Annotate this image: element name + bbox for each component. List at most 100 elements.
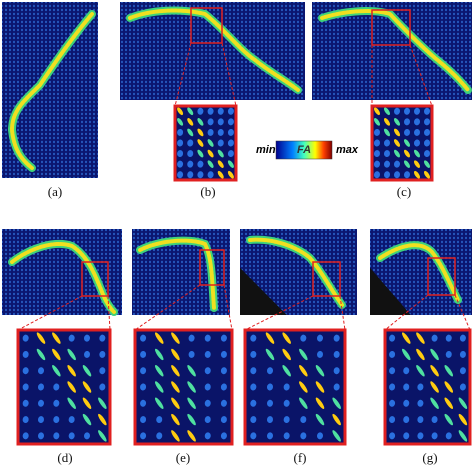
tensor-glyph bbox=[403, 118, 411, 126]
tensor-glyph bbox=[217, 118, 224, 126]
tensor-glyph bbox=[82, 397, 92, 410]
tensor-glyph bbox=[197, 128, 204, 137]
tensor-glyph bbox=[207, 171, 214, 179]
tensor-glyph bbox=[197, 139, 204, 147]
tensor-glyph bbox=[99, 367, 106, 375]
tensor-glyph bbox=[217, 170, 224, 179]
tensor-glyph bbox=[140, 367, 147, 375]
tensor-glyph bbox=[37, 416, 45, 424]
tensor-glyph bbox=[204, 399, 211, 407]
tensor-glyph bbox=[37, 383, 45, 391]
tensor-glyph bbox=[156, 416, 163, 424]
tensor-glyph bbox=[250, 432, 257, 440]
colorbar: min FA max bbox=[256, 140, 359, 160]
tensor-glyph bbox=[171, 348, 180, 361]
tensor-glyph bbox=[204, 416, 211, 424]
inset bbox=[370, 104, 434, 182]
tensor-glyph bbox=[177, 171, 184, 179]
tensor-glyph bbox=[83, 350, 91, 358]
tensor-glyph bbox=[282, 348, 291, 361]
tensor-glyph bbox=[171, 332, 180, 344]
tensor-glyph bbox=[393, 118, 401, 126]
zoom-line bbox=[174, 42, 192, 107]
tensor-glyph bbox=[250, 416, 257, 424]
tensor-glyph bbox=[177, 160, 184, 168]
zoom-line bbox=[384, 294, 429, 331]
tensor-glyph bbox=[197, 171, 204, 179]
tensor-glyph bbox=[373, 107, 381, 116]
tensor-glyph bbox=[156, 432, 163, 440]
tensor-glyph bbox=[188, 350, 195, 358]
tensor-glyph bbox=[373, 139, 381, 147]
tensor-glyph bbox=[67, 364, 76, 377]
tensor-glyph bbox=[171, 430, 180, 442]
tensor-glyph bbox=[220, 350, 227, 358]
tensor-glyph bbox=[383, 171, 391, 179]
tensor-glyph bbox=[197, 149, 204, 158]
colorbar-gradient bbox=[275, 140, 333, 160]
tensor-glyph bbox=[423, 170, 431, 179]
tensor-glyph bbox=[67, 381, 76, 393]
tensor-glyph bbox=[283, 432, 290, 440]
tensor-glyph bbox=[266, 416, 274, 424]
tensor-glyph bbox=[459, 350, 466, 358]
zoom-line bbox=[454, 294, 471, 331]
tensor-glyph bbox=[37, 399, 45, 407]
zoom-box bbox=[199, 249, 225, 286]
tensor-glyph bbox=[187, 397, 196, 410]
tensor-glyph bbox=[417, 416, 424, 424]
tensor-glyph bbox=[413, 118, 421, 126]
tensor-glyph bbox=[431, 416, 438, 424]
tensor-glyph bbox=[373, 150, 381, 158]
tensor-glyph bbox=[373, 160, 381, 168]
tensor-glyph bbox=[177, 118, 184, 126]
tensor-glyph bbox=[265, 332, 275, 344]
tensor-glyph bbox=[332, 413, 341, 426]
tensor-glyph bbox=[423, 128, 431, 136]
tensor-glyph bbox=[187, 430, 196, 442]
tensor-glyph bbox=[227, 139, 234, 147]
tensor-glyph bbox=[430, 364, 439, 377]
tensor-glyph bbox=[171, 364, 180, 377]
panel-label: (b) bbox=[200, 184, 215, 199]
tensor-glyph bbox=[444, 381, 454, 393]
tensor-glyph bbox=[393, 128, 401, 137]
tensor-glyph bbox=[68, 416, 75, 424]
tensor-glyph bbox=[204, 383, 211, 391]
tensor-glyph bbox=[188, 334, 195, 342]
tensor-glyph bbox=[332, 397, 341, 410]
tensor-glyph bbox=[459, 334, 466, 342]
inset bbox=[173, 104, 238, 182]
tensor-glyph bbox=[423, 107, 431, 115]
tensor-glyph bbox=[300, 416, 307, 424]
tensor-glyph bbox=[403, 367, 410, 375]
tensor-glyph bbox=[217, 160, 224, 168]
panel-label: (c) bbox=[397, 184, 411, 199]
colorbar-title: FA bbox=[297, 144, 311, 156]
tensor-glyph bbox=[416, 364, 425, 377]
tensor-glyph bbox=[299, 397, 308, 410]
tensor-glyph bbox=[83, 432, 91, 440]
tensor-glyph bbox=[403, 128, 411, 136]
tensor-glyph bbox=[316, 432, 324, 440]
tensor-glyph bbox=[140, 350, 147, 358]
tensor-glyph bbox=[401, 348, 411, 361]
colorbar-max: max bbox=[336, 144, 359, 156]
tensor-glyph bbox=[22, 350, 29, 358]
tensor-glyph bbox=[250, 367, 257, 375]
tensor-glyph bbox=[217, 128, 224, 136]
tensor-glyph bbox=[37, 367, 45, 375]
tensor-glyph bbox=[67, 397, 76, 410]
tensor-glyph bbox=[389, 350, 396, 358]
tensor-glyph bbox=[177, 139, 184, 147]
tensor-glyph bbox=[140, 383, 147, 391]
zoom-box bbox=[312, 261, 341, 297]
zoom-box bbox=[371, 9, 411, 46]
tensor-glyph bbox=[315, 397, 325, 410]
tensor-glyph bbox=[204, 334, 211, 342]
tensor-glyph bbox=[393, 107, 401, 115]
tensor-glyph bbox=[22, 334, 29, 342]
tensor-glyph bbox=[68, 432, 75, 440]
tensor-glyph bbox=[187, 107, 194, 116]
